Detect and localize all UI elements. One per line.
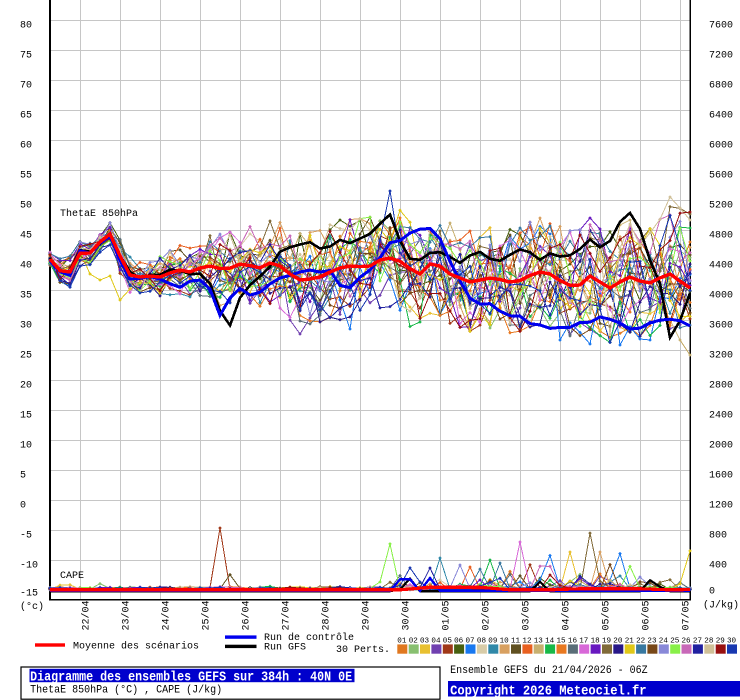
svg-text:75: 75 xyxy=(20,51,32,62)
svg-text:09: 09 xyxy=(488,637,498,645)
svg-text:27: 27 xyxy=(693,637,702,645)
svg-text:21: 21 xyxy=(625,637,635,645)
svg-text:03/05: 03/05 xyxy=(520,600,532,630)
svg-text:20: 20 xyxy=(613,637,623,645)
svg-text:4000: 4000 xyxy=(709,291,733,302)
svg-text:5200: 5200 xyxy=(709,201,733,212)
svg-text:2400: 2400 xyxy=(709,411,733,422)
svg-text:18: 18 xyxy=(591,637,601,645)
svg-text:29: 29 xyxy=(716,637,726,645)
svg-text:5: 5 xyxy=(20,471,26,482)
svg-text:24/04: 24/04 xyxy=(160,600,172,630)
svg-text:23/04: 23/04 xyxy=(120,600,132,630)
svg-text:17: 17 xyxy=(579,637,588,645)
svg-text:13: 13 xyxy=(534,637,544,645)
svg-text:10: 10 xyxy=(20,441,32,452)
svg-text:28: 28 xyxy=(704,637,714,645)
svg-text:7600: 7600 xyxy=(709,21,733,32)
svg-text:(J/kg): (J/kg) xyxy=(703,600,739,612)
svg-text:06: 06 xyxy=(454,637,464,645)
svg-text:29/04: 29/04 xyxy=(360,600,372,630)
svg-text:23: 23 xyxy=(647,637,657,645)
svg-text:Ensemble GEFS du 21/04/2026 -: Ensemble GEFS du 21/04/2026 - 06Z xyxy=(450,665,648,677)
svg-text:40: 40 xyxy=(20,261,32,272)
svg-text:80: 80 xyxy=(20,21,32,32)
svg-text:20: 20 xyxy=(20,381,32,392)
svg-text:24: 24 xyxy=(659,637,669,645)
svg-text:55: 55 xyxy=(20,171,32,182)
svg-text:50: 50 xyxy=(20,201,32,212)
svg-text:19: 19 xyxy=(602,637,612,645)
svg-text:05: 05 xyxy=(443,637,453,645)
svg-text:-10: -10 xyxy=(20,561,38,572)
svg-text:30: 30 xyxy=(20,321,32,332)
svg-text:Run GFS: Run GFS xyxy=(264,643,306,654)
svg-text:2800: 2800 xyxy=(709,381,733,392)
svg-text:1200: 1200 xyxy=(709,501,733,512)
svg-text:22: 22 xyxy=(636,637,646,645)
svg-text:3600: 3600 xyxy=(709,321,733,332)
svg-text:(°c): (°c) xyxy=(20,601,44,613)
svg-text:4400: 4400 xyxy=(709,261,733,272)
svg-text:7200: 7200 xyxy=(709,51,733,62)
svg-text:Diagramme des ensembles GEFS s: Diagramme des ensembles GEFS sur 384h : … xyxy=(30,670,352,686)
svg-text:60: 60 xyxy=(20,141,32,152)
svg-text:70: 70 xyxy=(20,81,32,92)
svg-text:04: 04 xyxy=(431,637,441,645)
svg-text:-5: -5 xyxy=(20,531,32,542)
svg-text:07/05: 07/05 xyxy=(680,600,692,630)
svg-text:CAPE: CAPE xyxy=(60,571,84,582)
svg-text:1600: 1600 xyxy=(709,471,733,482)
svg-text:06/05: 06/05 xyxy=(640,600,652,630)
svg-text:28/04: 28/04 xyxy=(320,600,332,630)
svg-text:ThetaE 850hPa: ThetaE 850hPa xyxy=(60,208,138,220)
svg-text:ThetaE 850hPa (°C) , CAPE (J/k: ThetaE 850hPa (°C) , CAPE (J/kg) xyxy=(30,685,222,697)
svg-text:03: 03 xyxy=(420,637,430,645)
svg-text:30: 30 xyxy=(727,637,737,645)
svg-text:04/05: 04/05 xyxy=(560,600,572,630)
svg-text:35: 35 xyxy=(20,291,32,302)
svg-text:0: 0 xyxy=(20,501,26,512)
svg-text:6000: 6000 xyxy=(709,141,733,152)
svg-text:25/04: 25/04 xyxy=(200,600,212,630)
svg-text:27/04: 27/04 xyxy=(280,600,292,630)
svg-text:12: 12 xyxy=(522,637,532,645)
svg-text:400: 400 xyxy=(709,561,727,572)
svg-text:4800: 4800 xyxy=(709,231,733,242)
svg-text:800: 800 xyxy=(709,531,727,542)
svg-text:Run de contrôle: Run de contrôle xyxy=(264,632,354,644)
svg-text:07: 07 xyxy=(466,637,475,645)
svg-text:15: 15 xyxy=(20,411,32,422)
svg-text:Copyright 2026 Meteociel.fr: Copyright 2026 Meteociel.fr xyxy=(450,683,646,699)
svg-text:45: 45 xyxy=(20,231,32,242)
svg-text:Moyenne des scénarios: Moyenne des scénarios xyxy=(73,641,199,653)
svg-text:02: 02 xyxy=(409,637,419,645)
svg-text:02/05: 02/05 xyxy=(480,600,492,630)
svg-text:0: 0 xyxy=(709,586,715,597)
svg-text:05/05: 05/05 xyxy=(600,600,612,630)
svg-text:16: 16 xyxy=(568,637,578,645)
svg-text:26/04: 26/04 xyxy=(240,600,252,630)
svg-text:15: 15 xyxy=(557,637,567,645)
svg-text:25: 25 xyxy=(670,637,680,645)
svg-text:30 Perts.: 30 Perts. xyxy=(336,645,390,656)
svg-text:01: 01 xyxy=(397,637,407,645)
svg-text:26: 26 xyxy=(682,637,692,645)
svg-text:6400: 6400 xyxy=(709,111,733,122)
svg-text:2000: 2000 xyxy=(709,441,733,452)
svg-text:-15: -15 xyxy=(20,588,38,599)
svg-text:01/05: 01/05 xyxy=(440,600,452,630)
svg-text:10: 10 xyxy=(500,637,510,645)
svg-text:22/04: 22/04 xyxy=(80,600,92,630)
svg-text:65: 65 xyxy=(20,111,32,122)
svg-text:5600: 5600 xyxy=(709,171,733,182)
svg-text:11: 11 xyxy=(511,637,521,645)
svg-text:30/04: 30/04 xyxy=(400,600,412,630)
svg-text:3200: 3200 xyxy=(709,351,733,362)
svg-text:25: 25 xyxy=(20,351,32,362)
svg-text:6800: 6800 xyxy=(709,81,733,92)
svg-text:08: 08 xyxy=(477,637,487,645)
svg-text:14: 14 xyxy=(545,637,555,645)
